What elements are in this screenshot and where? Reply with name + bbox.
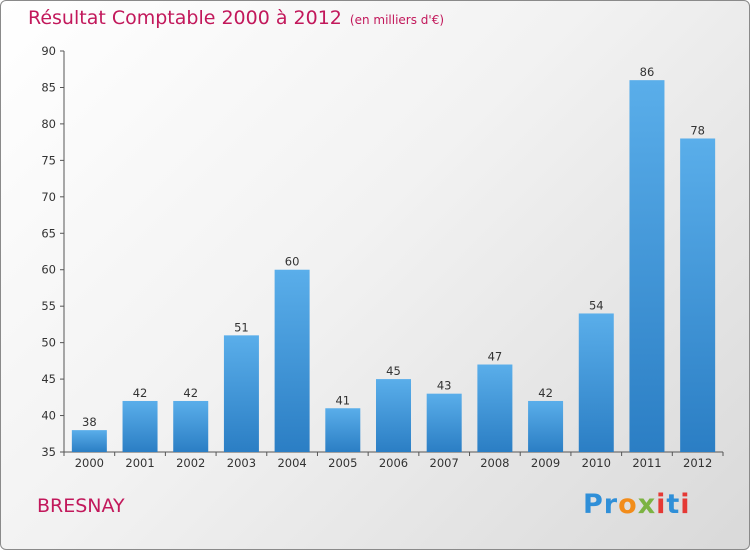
x-tick-label-2003: 2003 <box>227 456 256 470</box>
y-tick-label: 80 <box>41 117 56 131</box>
bar-2002 <box>173 400 209 452</box>
x-tick-label-2002: 2002 <box>176 456 205 470</box>
data-label-2012: 78 <box>690 123 705 137</box>
x-tick-label-2005: 2005 <box>328 456 357 470</box>
x-tick-label-2012: 2012 <box>683 456 712 470</box>
bar-2006 <box>376 379 411 452</box>
commune-name: BRESNAY <box>37 495 125 517</box>
data-label-2007: 43 <box>437 379 452 393</box>
x-tick-label-2011: 2011 <box>632 456 661 470</box>
x-tick-label-2008: 2008 <box>480 456 509 470</box>
x-tick-label-2000: 2000 <box>75 456 104 470</box>
data-label-2008: 47 <box>488 350 503 364</box>
chart-subtitle: (en milliers d'€) <box>349 13 445 27</box>
data-label-2006: 45 <box>386 364 401 378</box>
x-tick-label-2009: 2009 <box>531 456 560 470</box>
bar-2008 <box>477 364 513 452</box>
y-tick-label: 35 <box>41 445 56 459</box>
y-tick-label: 70 <box>41 190 56 204</box>
bar-2007 <box>426 393 462 452</box>
y-tick-label: 75 <box>41 153 56 167</box>
x-tick-label-2007: 2007 <box>430 456 459 470</box>
data-label-2011: 86 <box>640 65 655 79</box>
x-tick-label-2010: 2010 <box>582 456 611 470</box>
data-label-2004: 60 <box>285 255 300 269</box>
bar-2000 <box>71 430 107 452</box>
data-label-2010: 54 <box>589 298 604 312</box>
x-tick-label-2006: 2006 <box>379 456 408 470</box>
y-tick-label: 90 <box>41 44 56 58</box>
x-tick-label-2001: 2001 <box>125 456 154 470</box>
x-tick-label-2004: 2004 <box>277 456 306 470</box>
chart-title: Résultat Comptable 2000 à 2012 (en millie… <box>28 7 445 29</box>
y-tick-label: 50 <box>41 336 56 350</box>
y-tick-label: 85 <box>41 80 56 94</box>
bar-2001 <box>122 400 158 452</box>
bar-2004 <box>274 269 310 452</box>
y-tick-label: 65 <box>41 226 56 240</box>
bar-2011 <box>629 80 665 452</box>
bar-2005 <box>325 408 361 452</box>
bar-2012 <box>680 138 716 452</box>
data-label-2000: 38 <box>82 415 97 429</box>
proxiti-logo: Proxiti <box>583 489 691 520</box>
y-tick-label: 60 <box>41 263 56 277</box>
bar-2003 <box>223 335 259 452</box>
y-tick-label: 45 <box>41 372 56 386</box>
y-tick-label: 55 <box>41 299 56 313</box>
bar-2010 <box>578 313 614 452</box>
data-label-2005: 41 <box>335 393 350 407</box>
bar-2009 <box>528 400 564 452</box>
data-label-2003: 51 <box>234 320 249 334</box>
data-label-2009: 42 <box>538 386 553 400</box>
data-label-2002: 42 <box>183 386 198 400</box>
y-tick-label: 40 <box>41 409 56 423</box>
data-label-2001: 42 <box>133 386 148 400</box>
